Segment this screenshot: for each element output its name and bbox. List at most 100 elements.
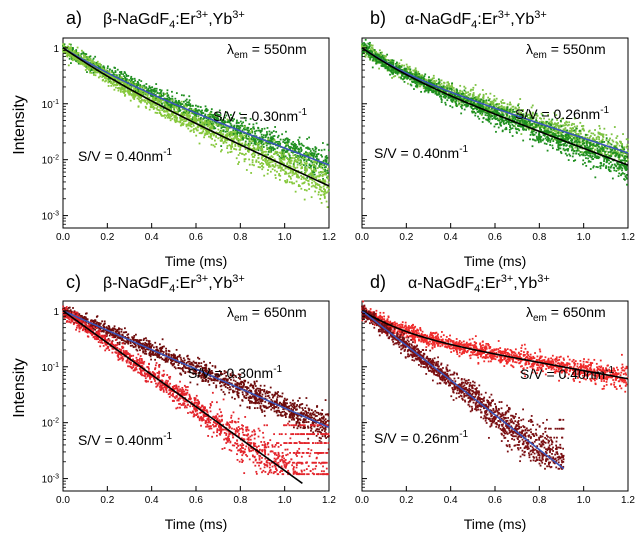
panel-b-series-1-point <box>613 144 616 147</box>
panel-a-series-2-point <box>64 50 67 53</box>
panel-a-series-1-point <box>190 108 193 110</box>
panel-b-series-1-point <box>595 138 598 141</box>
panel-a-series-2-point <box>235 138 238 141</box>
panel-a-series-2-point <box>185 114 188 117</box>
panel-a-series-2-point <box>89 59 92 62</box>
panel-a-series-2-point <box>87 66 89 69</box>
panel-a-series-2-point <box>293 166 296 169</box>
panel-b-series-1-point <box>432 77 435 80</box>
panel-b-series-1-point <box>469 92 472 95</box>
panel-a-series-2-point <box>291 174 294 177</box>
panel-b-series-1-point <box>536 114 539 117</box>
panel-a-series-1-point <box>86 71 88 73</box>
panel-b-dopant-2: ,Yb <box>510 11 534 28</box>
panel-a-series-2-point <box>171 113 173 116</box>
panel-a-series-2-point <box>225 128 228 131</box>
panel-b-series-1-point <box>464 87 467 90</box>
panel-a-series-2-point <box>279 161 282 164</box>
panel-b-series-2-point <box>361 42 364 45</box>
panel-a-series-1-point <box>273 142 276 145</box>
panel-b-series-1-point <box>476 97 479 100</box>
panel-a-series-1-point <box>320 163 323 166</box>
panel-b-series-1-point <box>622 152 625 155</box>
panel-b-series-1-point <box>403 64 405 67</box>
panel-a-series-2-point <box>227 151 229 154</box>
panel-b-series-1-point <box>573 125 576 128</box>
panel-a-series-1-point <box>152 90 155 92</box>
panel-a-series-1-point <box>68 57 71 60</box>
panel-a-series-2-point <box>269 161 272 164</box>
panel-b-series-1-point <box>556 119 558 121</box>
panel-a-series-2-point <box>121 88 124 91</box>
panel-a-series-2-point <box>202 130 205 132</box>
panel-a-series-2-point <box>319 179 321 181</box>
panel-a-series-2-point <box>323 195 326 198</box>
panel-b-series-1-point <box>599 141 602 144</box>
panel-a-series-2-point <box>129 89 131 92</box>
panel-a-series-2-point <box>328 187 330 190</box>
panel-a-series-2-point <box>212 144 215 147</box>
panel-a-series-2-point <box>185 125 188 128</box>
panel-b-series-2-point <box>423 75 426 78</box>
panel-a-series-1-point <box>224 121 227 124</box>
panel-a-series-2-point <box>116 79 119 82</box>
panel-a-series-1-point <box>236 133 239 136</box>
panel-b-series-1-point <box>549 133 552 136</box>
panel-a-series-2-point <box>238 161 240 164</box>
panel-b-series-1-point <box>515 110 518 112</box>
panel-a-series-1-point <box>127 74 130 77</box>
panel-a-series-1-point <box>164 100 167 103</box>
panel-b-series-1-point <box>477 94 480 97</box>
panel-a-series-1-point <box>223 120 226 123</box>
panel-a-series-1-point <box>148 85 151 88</box>
panel-a-series-1-point <box>306 176 309 179</box>
panel-b-series-1-point <box>502 107 505 110</box>
panel-a-series-1-point <box>251 135 253 138</box>
panel-a-series-1-point <box>265 144 268 147</box>
panel-a-series-1-point <box>204 105 207 108</box>
panel-a-series-2-point <box>296 160 299 163</box>
panel-a-series-2-point <box>66 53 69 56</box>
panel-a-series-2-point <box>221 137 224 140</box>
panel-a-series-2-point <box>202 127 205 130</box>
panel-a-series-1-point <box>178 110 181 112</box>
panel-b-series-1-point <box>557 130 560 133</box>
panel-a-series-2-point <box>146 96 149 99</box>
panel-b-series-1-point <box>519 121 522 124</box>
panel-b-series-1-point <box>552 123 555 126</box>
panel-b-series-2-point <box>516 132 518 134</box>
panel-a-series-2-point <box>241 152 243 155</box>
panel-a-series-1-point <box>317 158 320 161</box>
panel-a-series-1-point <box>299 146 302 149</box>
panel-a-series-2-point <box>107 85 110 87</box>
panel-a-series-1-point <box>259 140 262 142</box>
panel-a-series-2-point <box>226 128 229 131</box>
panel-b-series-1-point <box>615 141 618 144</box>
panel-a-series-2-point <box>123 87 126 90</box>
panel-b-series-1-point <box>495 97 498 100</box>
panel-a-series-2-point <box>259 166 261 169</box>
panel-b-series-2-point <box>451 106 454 109</box>
panel-a-series-2-point <box>133 96 136 99</box>
panel-a-series-1-point <box>174 116 177 118</box>
panel-a-series-2-point <box>62 51 65 53</box>
panel-a-series-1-point <box>308 164 311 167</box>
panel-a-series-2-point <box>238 142 241 145</box>
panel-a-series-1-point <box>150 88 153 91</box>
panel-b-series-1-point <box>389 67 392 70</box>
panel-a-series-2-point <box>239 148 242 151</box>
panel-a-series-2-point <box>94 63 97 65</box>
panel-b-series-1-point <box>566 121 568 124</box>
panel-a-series-1-point <box>317 152 320 155</box>
panel-b-series-1-point <box>407 82 409 85</box>
panel-a-series-2-point <box>76 61 79 63</box>
panel-a-series-1-point <box>124 77 127 79</box>
panel-b-series-1-point <box>405 63 408 66</box>
panel-a-series-2-point <box>309 155 311 157</box>
panel-a-series-1-point <box>261 128 263 130</box>
panel-b-series-1-point <box>364 55 367 58</box>
panel-a-series-1-point <box>301 144 304 147</box>
panel-a-series-1-point <box>272 149 275 152</box>
panel-a-series-2-point <box>324 188 326 191</box>
panel-a-series-1-point <box>163 97 166 100</box>
